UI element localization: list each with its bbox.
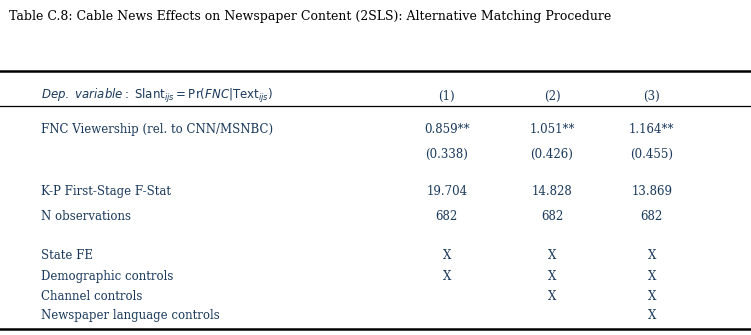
Text: State FE: State FE [41, 250, 93, 263]
Text: 1.051**: 1.051** [529, 123, 575, 136]
Text: X: X [442, 270, 451, 283]
Text: X: X [547, 270, 556, 283]
Text: K-P First-Stage F-Stat: K-P First-Stage F-Stat [41, 185, 171, 198]
Text: Demographic controls: Demographic controls [41, 270, 173, 283]
Text: Newspaper language controls: Newspaper language controls [41, 309, 220, 322]
Text: 682: 682 [641, 210, 663, 223]
Text: $\mathit{Dep.\ variable}$$\mathit{:}$ $\mathrm{Slant}_{ijs}$$=\mathrm{Pr}(\mathi: $\mathit{Dep.\ variable}$$\mathit{:}$ $\… [41, 87, 273, 105]
Text: X: X [547, 250, 556, 263]
Text: X: X [547, 289, 556, 303]
Text: (0.426): (0.426) [530, 148, 574, 161]
Text: 1.164**: 1.164** [629, 123, 674, 136]
Text: (1): (1) [439, 90, 455, 103]
Text: Channel controls: Channel controls [41, 289, 143, 303]
Text: 0.859**: 0.859** [424, 123, 469, 136]
Text: (0.455): (0.455) [630, 148, 674, 161]
Text: X: X [647, 250, 656, 263]
Text: 13.869: 13.869 [632, 185, 672, 198]
Text: FNC Viewership (rel. to CNN/MSNBC): FNC Viewership (rel. to CNN/MSNBC) [41, 123, 273, 136]
Text: (2): (2) [544, 90, 560, 103]
Text: N observations: N observations [41, 210, 131, 223]
Text: Table C.8: Cable News Effects on Newspaper Content (2SLS): Alternative Matching : Table C.8: Cable News Effects on Newspap… [9, 10, 611, 23]
Text: (3): (3) [644, 90, 660, 103]
Text: (0.338): (0.338) [425, 148, 469, 161]
Text: 682: 682 [436, 210, 458, 223]
Text: X: X [647, 289, 656, 303]
Text: 19.704: 19.704 [427, 185, 467, 198]
Text: X: X [647, 270, 656, 283]
Text: 682: 682 [541, 210, 563, 223]
Text: X: X [442, 250, 451, 263]
Text: 14.828: 14.828 [532, 185, 572, 198]
Text: X: X [647, 309, 656, 322]
